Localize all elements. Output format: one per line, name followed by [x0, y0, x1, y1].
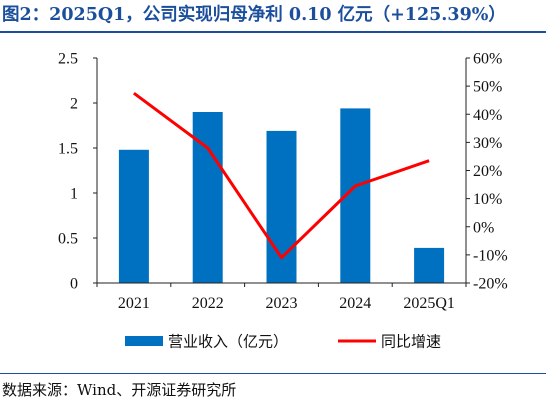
title-divider	[0, 31, 546, 33]
right-tick-label: -10%	[473, 247, 508, 264]
left-tick-label: 1	[70, 186, 78, 203]
combo-chart: 0 0.5 1 1.5 2 2.5 -20% -10% 0% 10% 20% 30% 40% 50% 60%…	[58, 51, 508, 351]
right-tick-label: 20%	[473, 163, 502, 180]
legend-swatch-revenue	[125, 336, 163, 346]
x-tick-label: 2024	[339, 295, 371, 312]
x-tick-label: 2022	[192, 295, 224, 312]
right-tick-label: 30%	[473, 135, 502, 152]
bar-2025Q1	[414, 247, 445, 283]
left-tick-label: 0.5	[58, 231, 78, 248]
right-tick-label: 0%	[473, 219, 494, 236]
legend-label-growth: 同比增速	[381, 333, 441, 351]
right-tick-label: 50%	[473, 79, 502, 96]
right-tick-label: -20%	[473, 276, 508, 293]
bar-2023	[266, 130, 297, 283]
source-divider	[0, 373, 546, 374]
left-tick-label: 1.5	[58, 141, 78, 158]
legend: 营业收入（亿元） 同比增速	[125, 333, 441, 351]
legend-label-revenue: 营业收入（亿元）	[168, 333, 288, 351]
tick-labels: 0 0.5 1 1.5 2 2.5 -20% -10% 0% 10% 20% 30% 40% 50% 60%…	[58, 51, 508, 313]
bar-2021	[118, 149, 149, 283]
right-tick-label: 10%	[473, 191, 502, 208]
figure-title: 图2：2025Q1，公司实现归母净利 0.10 亿元（+125.39%）	[2, 5, 506, 25]
left-tick-label: 2.5	[58, 51, 78, 68]
line-series	[133, 91, 430, 260]
source-note: 数据来源：Wind、开源证券研究所	[2, 381, 237, 399]
left-tick-label: 0	[70, 276, 78, 293]
bar-2022	[192, 112, 223, 283]
x-tick-label: 2021	[118, 295, 150, 312]
x-tick-label: 2023	[266, 295, 298, 312]
left-tick-label: 2	[70, 96, 78, 113]
right-tick-label: 40%	[473, 107, 502, 124]
right-tick-label: 60%	[473, 51, 502, 68]
x-tick-label: 2025Q1	[403, 295, 455, 312]
axes	[93, 57, 470, 287]
